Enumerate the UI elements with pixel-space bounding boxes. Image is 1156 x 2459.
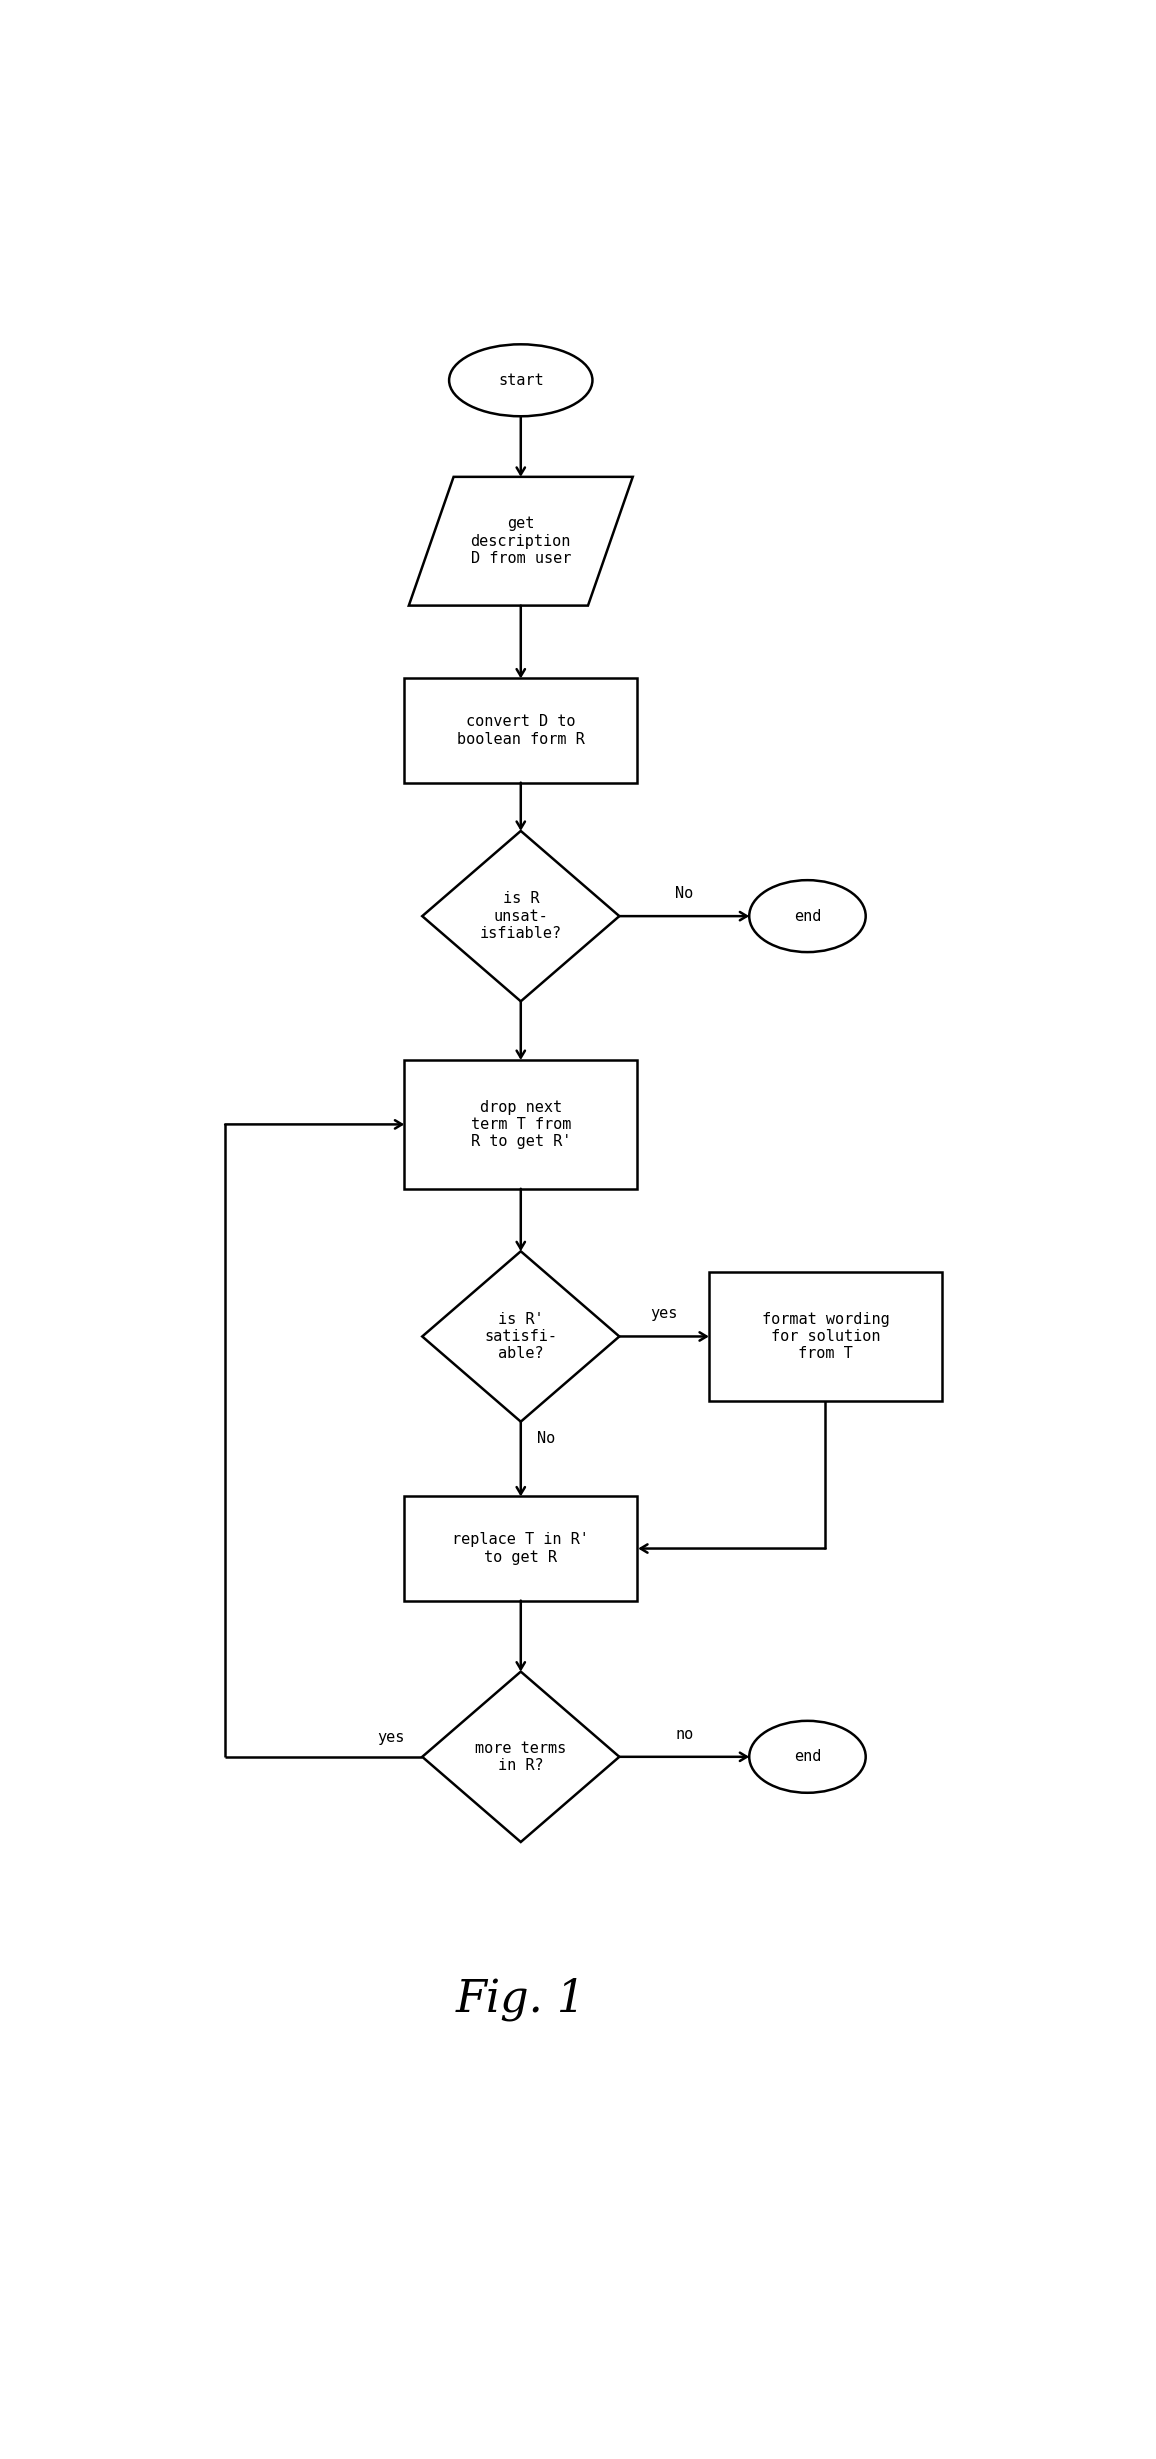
Text: is R'
satisfi-
able?: is R' satisfi- able?: [484, 1311, 557, 1362]
Text: get
description
D from user: get description D from user: [470, 516, 571, 566]
Polygon shape: [409, 477, 632, 605]
Ellipse shape: [449, 344, 593, 416]
Bar: [709, 1271, 942, 1402]
Bar: [405, 679, 637, 782]
Ellipse shape: [749, 1721, 866, 1793]
Text: No: No: [675, 885, 694, 900]
Text: replace T in R'
to get R: replace T in R' to get R: [452, 1532, 590, 1564]
Text: no: no: [675, 1726, 694, 1741]
Text: more terms
in R?: more terms in R?: [475, 1741, 566, 1773]
Text: format wording
for solution
from T: format wording for solution from T: [762, 1311, 889, 1362]
Text: drop next
term T from
R to get R': drop next term T from R to get R': [470, 1099, 571, 1148]
Text: yes: yes: [377, 1731, 405, 1746]
Bar: [405, 1060, 637, 1188]
Text: start: start: [498, 374, 543, 389]
Text: convert D to
boolean form R: convert D to boolean form R: [457, 716, 585, 748]
Text: end: end: [794, 910, 821, 925]
Polygon shape: [422, 1672, 620, 1842]
Text: end: end: [794, 1748, 821, 1763]
Ellipse shape: [749, 880, 866, 952]
Bar: [405, 1498, 637, 1601]
Polygon shape: [422, 1252, 620, 1421]
Text: No: No: [536, 1431, 555, 1446]
Text: yes: yes: [651, 1306, 677, 1320]
Text: Fig. 1: Fig. 1: [455, 1977, 586, 2021]
Text: is R
unsat-
isfiable?: is R unsat- isfiable?: [480, 890, 562, 942]
Polygon shape: [422, 831, 620, 1001]
